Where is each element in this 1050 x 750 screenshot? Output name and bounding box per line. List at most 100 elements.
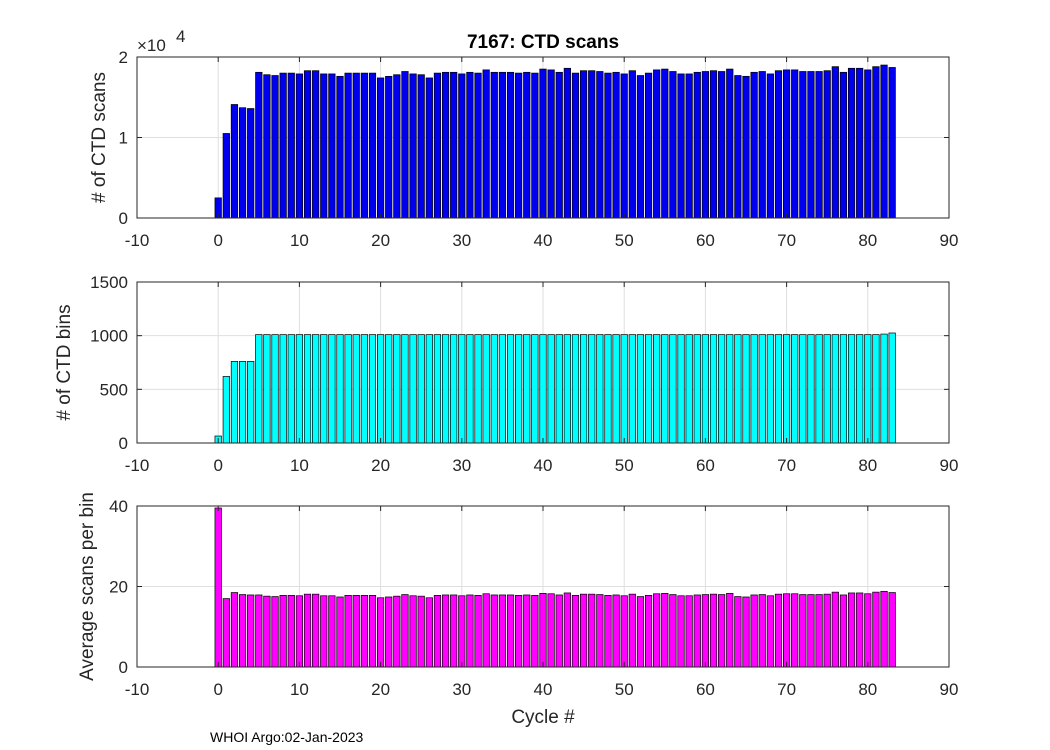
bar	[604, 72, 612, 219]
bar	[839, 71, 848, 219]
bar	[847, 334, 856, 444]
y-tick-label: 0	[119, 209, 128, 228]
x-tick-label: 0	[213, 680, 222, 699]
bar	[758, 334, 766, 444]
bar	[458, 73, 466, 219]
bar	[636, 334, 645, 444]
bar	[255, 594, 263, 668]
bar	[864, 69, 872, 219]
bar	[377, 597, 385, 668]
bar	[888, 67, 896, 219]
bar	[458, 595, 466, 668]
x-tick-label: 30	[452, 231, 471, 250]
footer-credit: WHOI Argo:02-Jan-2023	[210, 729, 364, 745]
chart-title: 7167: CTD scans	[467, 32, 619, 53]
bar	[815, 594, 823, 668]
bar	[523, 71, 531, 219]
bar	[466, 594, 474, 668]
bar	[377, 77, 385, 219]
bar	[864, 593, 872, 668]
bar	[823, 70, 831, 219]
bar	[450, 594, 458, 668]
bar	[401, 334, 409, 444]
bar	[482, 69, 490, 219]
bar	[758, 71, 766, 219]
y-tick-label: 0	[119, 434, 128, 453]
bar	[644, 334, 653, 444]
bar	[303, 70, 312, 219]
bar	[255, 71, 263, 219]
bar	[579, 70, 588, 219]
bar	[450, 334, 458, 444]
avg-scans-panel: -10 0 10 20 30 40 50 60 70 80 90 0 20 40 Average scans…	[77, 492, 958, 728]
bar	[701, 594, 710, 668]
bar	[271, 75, 279, 219]
x-tick-label: 20	[371, 456, 390, 475]
bar	[287, 334, 295, 444]
bar	[222, 133, 230, 219]
bar	[336, 334, 344, 444]
bar	[669, 71, 677, 219]
bar	[750, 71, 758, 219]
bar	[360, 334, 368, 444]
bar	[831, 591, 839, 668]
bar	[709, 334, 718, 444]
bar	[466, 334, 474, 444]
bar	[506, 334, 515, 444]
bar	[295, 73, 303, 219]
bar	[368, 334, 377, 444]
bar	[368, 595, 377, 668]
bar	[872, 591, 880, 668]
bar	[531, 595, 539, 668]
bar	[604, 334, 612, 444]
bar	[271, 334, 279, 444]
bar	[734, 75, 742, 219]
bar	[807, 334, 815, 444]
bar	[726, 592, 734, 668]
bar	[498, 594, 506, 668]
bar	[263, 74, 271, 219]
y-tick-label: 40	[109, 497, 128, 516]
bar	[620, 73, 628, 219]
bar	[352, 595, 360, 668]
bar	[734, 596, 742, 668]
bar	[490, 71, 498, 219]
bar	[563, 592, 571, 668]
bar	[263, 334, 271, 444]
bar	[360, 72, 368, 219]
bar	[726, 334, 734, 444]
bar	[539, 592, 547, 668]
bar	[669, 594, 677, 668]
bar	[279, 595, 287, 668]
bar	[677, 73, 685, 219]
y-tick-label: 1	[119, 129, 128, 148]
bar	[774, 593, 783, 668]
y-tick-label: 1500	[90, 273, 128, 292]
bar	[588, 334, 596, 444]
bar	[685, 595, 693, 668]
bar	[336, 75, 344, 219]
bar	[238, 361, 247, 444]
bar	[328, 73, 336, 219]
y-tick-label: 0	[119, 658, 128, 677]
bar	[742, 334, 750, 444]
x-tick-label: 60	[696, 680, 715, 699]
bar	[693, 594, 701, 668]
x-tick-label: 10	[290, 231, 309, 250]
bar	[515, 334, 523, 444]
bar	[238, 594, 247, 668]
bar	[474, 72, 482, 219]
bar	[255, 334, 263, 444]
x-tick-label: 80	[858, 231, 877, 250]
bar	[328, 595, 336, 668]
x-tick-label: 70	[777, 456, 796, 475]
x-tick-label: 90	[940, 231, 959, 250]
bar	[441, 334, 450, 444]
bar	[791, 334, 799, 444]
x-tick-label: -10	[125, 456, 150, 475]
x-tick-label: 0	[213, 456, 222, 475]
bar	[742, 596, 750, 668]
bar	[409, 334, 417, 444]
bar	[628, 593, 636, 668]
bar	[458, 334, 466, 444]
